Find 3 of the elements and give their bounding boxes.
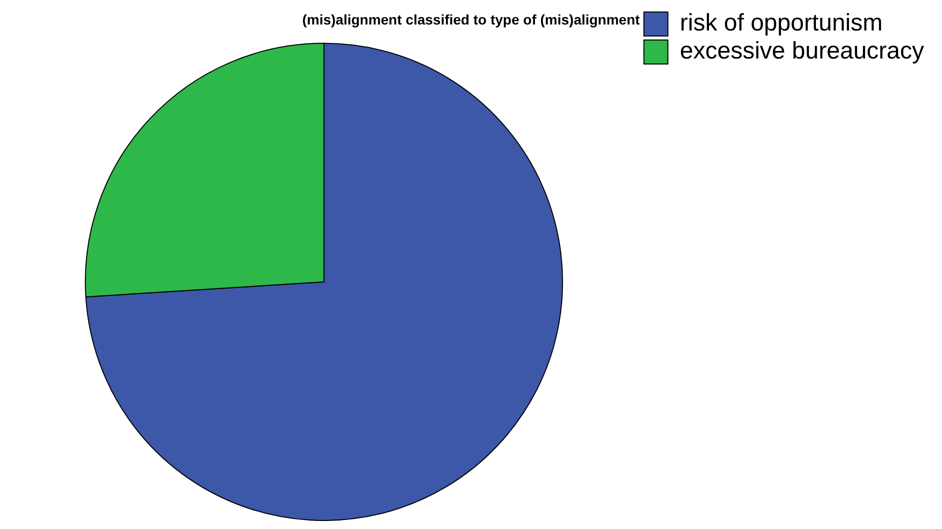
legend-label: risk of opportunism <box>680 10 883 37</box>
chart-title: (mis)alignment classified to type of (mis)alignment <box>302 11 640 28</box>
legend-label: excessive bureaucracy <box>680 38 924 65</box>
